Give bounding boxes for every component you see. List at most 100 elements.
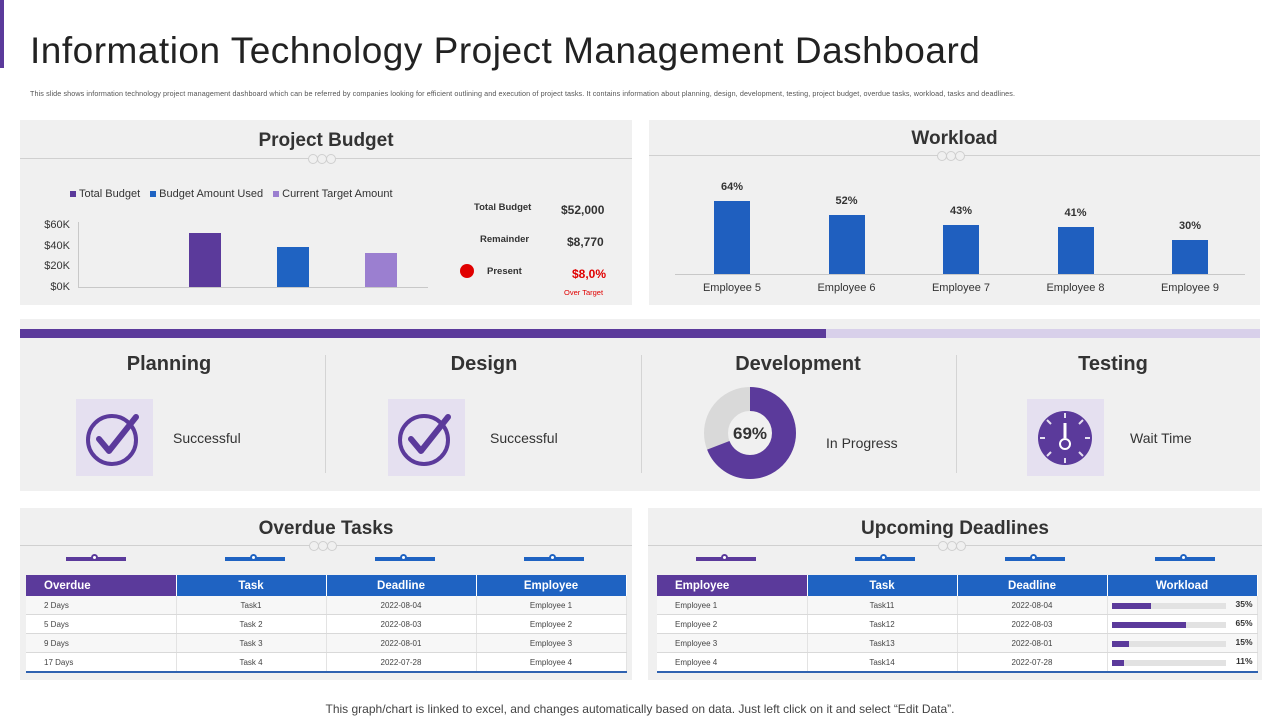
workload-category-label: Employee 6 — [817, 282, 876, 294]
column-marker — [855, 554, 915, 561]
column-marker — [375, 554, 435, 561]
table-cell: Task 2 — [176, 614, 327, 634]
present-label: Present — [487, 266, 522, 277]
overall-progress-fill — [20, 329, 826, 338]
workload-data-label: 41% — [1064, 207, 1087, 220]
remainder-label: Remainder — [480, 234, 530, 245]
table-cell: Task1 — [176, 596, 327, 615]
column-header: Task — [176, 575, 327, 596]
over-target-note: Over Target — [564, 288, 604, 297]
column-marker — [1155, 554, 1215, 561]
table-cell: 9 Days — [26, 633, 177, 653]
column-header: Employee — [657, 575, 808, 596]
table-row: Employee 3 Task13 2022-08-01 15% — [657, 633, 1258, 653]
column-marker — [1005, 554, 1065, 561]
footer-note: This graph/chart is linked to excel, and… — [325, 702, 955, 716]
table-cell: Employee 3 — [476, 633, 627, 653]
workload-cell: 35% — [1107, 596, 1258, 615]
upcoming-deadlines-title: Upcoming Deadlines — [861, 518, 1049, 539]
table-cell: Task14 — [807, 652, 958, 673]
column-marker — [696, 554, 756, 561]
legend-item: Current Target Amount — [273, 188, 393, 200]
table-cell: Employee 2 — [657, 614, 808, 634]
table-cell: Employee 4 — [657, 652, 808, 673]
y-tick-label: $0K — [50, 281, 70, 293]
table-header-row: Employee Task Deadline Workload — [657, 575, 1258, 596]
budget-legend: Total Budget Budget Amount Used Current … — [70, 188, 393, 200]
workload-category-label: Employee 9 — [1160, 282, 1220, 294]
column-marker — [524, 554, 584, 561]
column-header: Task — [807, 575, 958, 596]
testing-icon-box — [1027, 399, 1104, 476]
overdue-tasks-table: Overdue Task Deadline Employee 2 Days Ta… — [26, 575, 627, 673]
workload-category-label: Employee 8 — [1046, 282, 1105, 294]
table-cell: 2022-08-04 — [957, 596, 1108, 615]
table-cell: Employee 3 — [657, 633, 808, 653]
y-tick-label: $40K — [44, 240, 70, 252]
workload-x-axis — [675, 274, 1245, 275]
column-header: Deadline — [957, 575, 1108, 596]
development-status: In Progress — [826, 435, 898, 451]
table-cell: Task13 — [807, 633, 958, 653]
table-cell: Task12 — [807, 614, 958, 634]
table-row: 5 Days Task 2 2022-08-03 Employee 2 — [26, 614, 627, 634]
design-status: Successful — [490, 430, 558, 446]
check-circle-icon — [86, 414, 139, 466]
workload-data-label: 30% — [1178, 219, 1202, 232]
column-marker — [225, 554, 285, 561]
budget-bar — [277, 246, 309, 287]
workload-bar-track — [1111, 660, 1226, 666]
check-circle-icon — [398, 414, 451, 466]
workload-bar — [1172, 239, 1208, 274]
column-header: Employee — [476, 575, 627, 596]
table-cell: Task11 — [807, 596, 958, 615]
workload-bar — [943, 224, 979, 274]
table-row: 17 Days Task 4 2022-07-28 Employee 4 — [26, 652, 627, 673]
page-subtitle: This slide shows information technology … — [30, 89, 1016, 98]
budget-bar — [189, 233, 221, 287]
present-value: $8,0% — [572, 267, 607, 281]
table-cell: Task 4 — [176, 652, 327, 673]
stopwatch-icon — [1038, 411, 1092, 465]
donut-progress-arc — [704, 387, 796, 479]
workload-title: Workload — [911, 128, 998, 149]
table-row: Employee 4 Task14 2022-07-28 11% — [657, 652, 1258, 673]
table-cell: 2022-07-28 — [326, 652, 477, 673]
table-cell: 5 Days — [26, 614, 177, 634]
table-cell: Employee 4 — [476, 652, 627, 673]
table-row: Employee 1 Task11 2022-08-04 35% — [657, 596, 1258, 615]
table-cell: 2022-08-04 — [326, 596, 477, 615]
overdue-tasks-title: Overdue Tasks — [258, 518, 394, 539]
workload-bar — [828, 214, 865, 274]
budget-bar — [365, 252, 397, 287]
workload-cell: 11% — [1107, 652, 1258, 673]
table-cell: Task 3 — [176, 633, 327, 653]
table-cell: Employee 1 — [476, 596, 627, 615]
legend-label: Total Budget — [79, 188, 141, 200]
legend-item: Budget Amount Used — [150, 188, 263, 200]
divider-ornament — [309, 541, 345, 551]
page-title: Information Technology Project Managemen… — [30, 30, 981, 71]
y-tick-label: $20K — [44, 260, 70, 272]
legend-label: Budget Amount Used — [159, 188, 264, 200]
workload-data-label: 43% — [949, 204, 973, 217]
workload-category-label: Employee 5 — [702, 282, 762, 294]
workload-bar-track — [1111, 622, 1226, 628]
divider-ornament — [938, 541, 974, 551]
planning-icon-box — [76, 399, 153, 476]
project-budget-panel: Project Budget — [20, 120, 632, 305]
overall-progress-bar — [20, 329, 1260, 338]
legend-label: Current Target Amount — [282, 188, 393, 200]
workload-bar-fill — [1111, 641, 1129, 647]
phase-title-planning: Planning — [126, 353, 212, 375]
table-cell: 2 Days — [26, 596, 177, 615]
workload-data-label: 64% — [720, 181, 744, 193]
table-header-row: Overdue Task Deadline Employee — [26, 575, 627, 596]
development-donut-chart: 69% — [704, 387, 796, 479]
workload-bar-fill — [1111, 660, 1125, 666]
workload-bar-track — [1111, 603, 1226, 609]
table-cell: 17 Days — [26, 652, 177, 673]
workload-bar — [1057, 227, 1094, 274]
workload-percent: 11% — [1235, 656, 1253, 666]
phase-separator — [641, 355, 642, 473]
